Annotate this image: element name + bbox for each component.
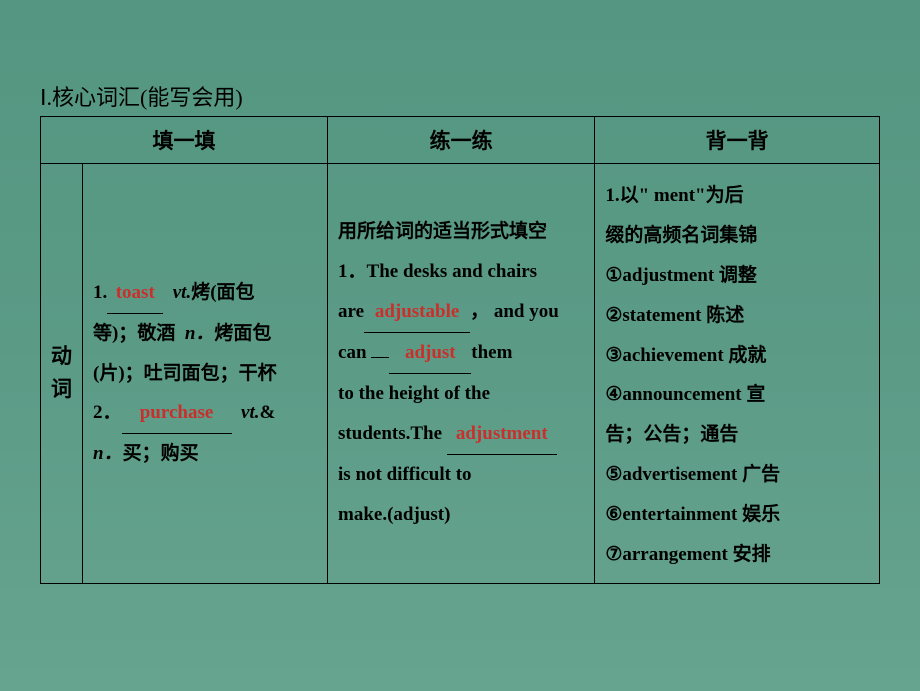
answer-adjustable: adjustable bbox=[375, 301, 459, 322]
header-row: 填一填 练一练 背一背 bbox=[41, 117, 880, 164]
header-practice: 练一练 bbox=[328, 117, 595, 164]
answer-adjust: adjust bbox=[405, 342, 456, 363]
answer-toast: toast bbox=[116, 282, 155, 303]
mem-item4a: ④announcement 宣 bbox=[605, 375, 869, 415]
def-toast3: 烤面包 bbox=[214, 323, 271, 344]
answer-purchase: purchase bbox=[140, 402, 214, 423]
practice-cell: 用所给词的适当形式填空 1．The desks and chairs aread… bbox=[328, 164, 595, 584]
pos-vt1: vt. bbox=[173, 282, 191, 303]
fill-cell: 1.toast vt.烤(面包 等)；敬酒 n．烤面包 (片)；吐司面包；干杯 … bbox=[83, 164, 328, 584]
item1-num: 1. bbox=[93, 282, 107, 303]
pos-n1: n． bbox=[185, 323, 215, 344]
header-fill: 填一填 bbox=[41, 117, 328, 164]
practice-intro: 用所给词的适当形式填空 bbox=[338, 212, 584, 252]
header-memorize: 背一背 bbox=[595, 117, 880, 164]
practice-text3: ， and you bbox=[470, 301, 559, 322]
practice-num: 1． bbox=[338, 261, 367, 282]
practice-text2: are bbox=[338, 301, 364, 322]
memorize-cell: 1.以"­ ment"为后 缀的高频名词集锦 ①adjustment 调整 ②s… bbox=[595, 164, 880, 584]
practice-text8: is not difficult to bbox=[338, 455, 584, 495]
content-row: 动词 1.toast vt.烤(面包 等)；敬酒 n．烤面包 (片)；吐司面包；… bbox=[41, 164, 880, 584]
practice-text4: can bbox=[338, 342, 371, 363]
amp: & bbox=[259, 402, 275, 423]
def-toast2: 等)；敬酒 bbox=[93, 323, 175, 344]
vocab-table: 填一填 练一练 背一背 动词 1.toast vt.烤(面包 等)；敬酒 n．烤… bbox=[40, 116, 880, 584]
answer-adjustment: adjustment bbox=[456, 423, 548, 444]
mem-item2: ②statement 陈述 bbox=[605, 296, 869, 336]
mem-item6: ⑥entertainment 娱乐 bbox=[605, 495, 869, 535]
def-toast4: (片)；吐司面包；干杯 bbox=[93, 354, 317, 394]
mem-item3: ③achievement 成就 bbox=[605, 336, 869, 376]
pos-vt2: vt. bbox=[241, 402, 259, 423]
section-title: Ⅰ.核心词汇(能写会用) bbox=[40, 80, 243, 112]
mem-item5: ⑤advertisement 广告 bbox=[605, 455, 869, 495]
practice-text5: them bbox=[471, 342, 512, 363]
item2-num: 2． bbox=[93, 402, 122, 423]
mem-item7: ⑦arrangement 安排 bbox=[605, 535, 869, 575]
mem-item4b: 告；公告；通告 bbox=[605, 415, 869, 455]
row-label-verb: 动词 bbox=[41, 164, 83, 584]
practice-text9: make.(adjust) bbox=[338, 495, 584, 535]
practice-text6: to the height of the bbox=[338, 374, 584, 414]
practice-text7: students.The bbox=[338, 423, 442, 444]
mem-title2: 缀的高频名词集锦 bbox=[605, 216, 869, 256]
mem-title1: 1.以"­ ment"为后 bbox=[605, 176, 869, 216]
def-toast1: 烤(面包 bbox=[191, 282, 254, 303]
practice-text1: The desks and chairs bbox=[367, 261, 538, 282]
vocab-table-container: 填一填 练一练 背一背 动词 1.toast vt.烤(面包 等)；敬酒 n．烤… bbox=[40, 116, 880, 584]
mem-item1: ①adjustment 调整 bbox=[605, 256, 869, 296]
def-purchase: 买；购买 bbox=[123, 443, 199, 464]
pos-n2: n． bbox=[93, 443, 123, 464]
